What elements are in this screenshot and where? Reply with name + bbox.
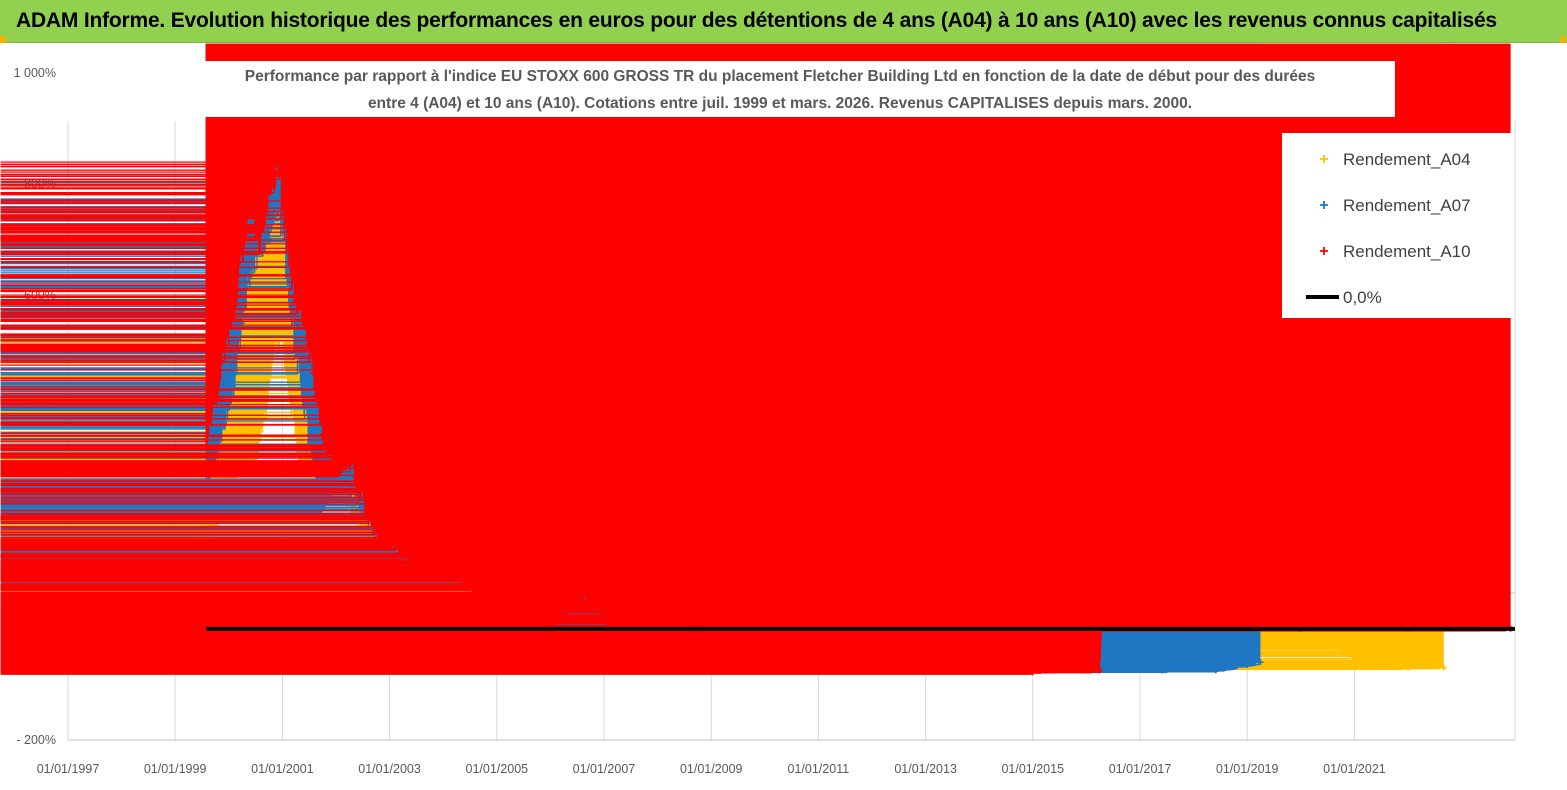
x-tick-label: 01/01/2007 [573,762,636,776]
x-tick-label: 01/01/2009 [680,762,743,776]
banner-title: ADAM Informe. Evolution historique des p… [16,9,1497,32]
series [0,43,1515,676]
chart-area: 01/01/1997 01/01/1999 01/01/2001 01/01/2003… [0,43,1567,790]
legend-label: 0,0% [1343,288,1382,307]
chart-svg: 01/01/1997 01/01/1999 01/01/2001 01/01/2003… [0,43,1516,776]
x-tick-label: 01/01/2019 [1216,762,1279,776]
corner-marker [0,36,6,44]
x-tick-label: 01/01/2015 [1001,762,1064,776]
chart-title-line2: entre 4 (A04) et 10 ans (A10). Cotations… [368,95,1192,112]
axes: 01/01/1997 01/01/1999 01/01/2001 01/01/2003… [14,66,1515,776]
x-tick-label: 01/01/2011 [788,762,850,776]
x-tick-label: 01/01/1997 [37,762,100,776]
legend: Rendement_A04 Rendement_A07 Rendement_A10 0… [1282,133,1514,318]
chart-title-line1: Performance par rapport à l'indice EU ST… [245,68,1316,85]
legend-label: Rendement_A10 [1343,242,1471,261]
y-tick-label: 1 000% [14,66,56,80]
corner-marker [1560,36,1566,44]
x-tick-label: 01/01/2001 [251,762,314,776]
x-tick-label: 01/01/1999 [144,762,207,776]
x-tick-label: 01/01/2005 [466,762,529,776]
x-tick-label: 01/01/2003 [358,762,421,776]
x-tick-label: 01/01/2017 [1109,762,1172,776]
legend-label: Rendement_A04 [1343,150,1471,169]
data-point [1440,664,1447,671]
legend-label: Rendement_A07 [1343,196,1471,215]
x-tick-label: 01/01/2013 [894,762,957,776]
x-tick-label: 01/01/2021 [1323,762,1386,776]
title-banner: ADAM Informe. Evolution historique des p… [0,0,1567,43]
y-tick-label: - 200% [16,733,56,747]
